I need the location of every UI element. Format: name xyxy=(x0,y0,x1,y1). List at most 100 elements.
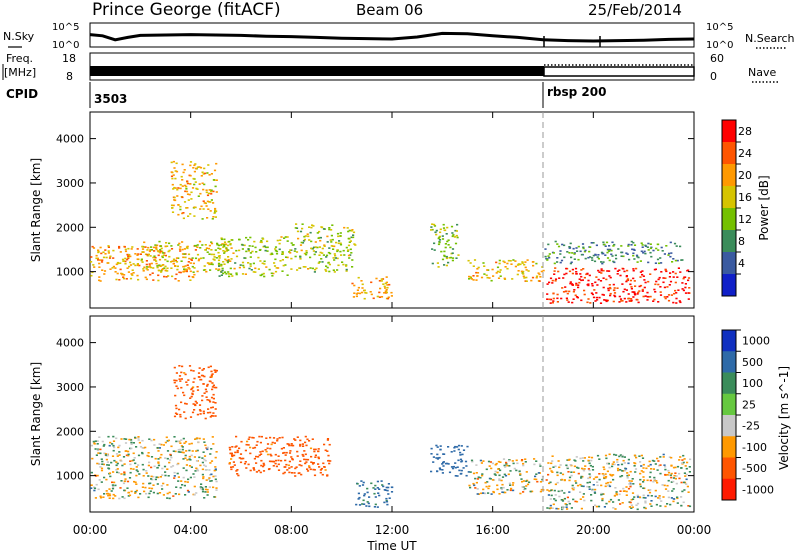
heatmap-cell xyxy=(566,467,569,470)
heatmap-cell xyxy=(266,246,269,249)
heatmap-cell xyxy=(611,465,614,468)
heatmap-cell xyxy=(266,443,270,445)
heatmap-cell xyxy=(210,199,213,201)
heatmap-cell xyxy=(140,258,143,261)
heatmap-cell xyxy=(548,298,551,301)
heatmap-cell xyxy=(199,166,203,169)
heatmap-cell xyxy=(318,254,321,256)
heatmap-cell xyxy=(491,462,494,465)
heatmap-cell xyxy=(469,486,472,489)
heatmap-cell xyxy=(286,236,289,238)
heatmap-cell xyxy=(390,491,394,493)
heatmap-cell xyxy=(625,289,628,291)
heatmap-cell xyxy=(246,440,249,443)
heatmap-cell xyxy=(328,227,331,229)
heatmap-cell xyxy=(586,485,589,488)
heatmap-cell xyxy=(465,474,468,477)
heatmap-cell xyxy=(193,170,196,173)
heatmap-cell xyxy=(195,402,198,404)
heatmap-cell xyxy=(479,476,482,479)
colorbar-tick-label: 12 xyxy=(738,213,752,226)
heatmap-cell xyxy=(212,190,215,193)
heatmap-cell xyxy=(569,242,572,245)
heatmap-cell xyxy=(580,507,583,510)
heatmap-cell xyxy=(142,468,145,471)
heatmap-cell xyxy=(347,254,351,257)
heatmap-cell xyxy=(269,253,272,256)
heatmap-cell xyxy=(184,457,187,459)
heatmap-cell xyxy=(591,488,594,491)
heatmap-cell xyxy=(609,481,612,484)
heatmap-cell xyxy=(219,248,222,250)
heatmap-cell xyxy=(125,454,128,457)
heatmap-cell xyxy=(360,480,363,482)
heatmap-cell xyxy=(99,259,102,261)
heatmap-cell xyxy=(168,497,171,500)
heatmap-cell xyxy=(433,242,436,245)
heatmap-cell xyxy=(549,481,552,484)
heatmap-cell xyxy=(491,268,494,271)
heatmap-cell xyxy=(494,470,497,473)
heatmap-cell xyxy=(166,245,169,247)
heatmap-cell xyxy=(607,484,610,487)
y-tick-label: 3000 xyxy=(56,381,84,394)
heatmap-cell xyxy=(158,447,161,449)
heatmap-cell xyxy=(454,242,458,245)
heatmap-cell xyxy=(124,262,127,265)
heatmap-cell xyxy=(305,444,308,447)
heatmap-cell xyxy=(456,446,459,448)
heatmap-cell xyxy=(657,497,660,499)
heatmap-cell xyxy=(639,276,642,278)
heatmap-cell xyxy=(168,461,171,464)
heatmap-cell xyxy=(179,246,182,248)
heatmap-cell xyxy=(281,251,284,253)
heatmap-cell xyxy=(149,255,152,257)
heatmap-cell xyxy=(591,469,595,471)
heatmap-cell xyxy=(235,470,238,472)
heatmap-cell xyxy=(324,449,327,452)
heatmap-cell xyxy=(593,260,597,263)
heatmap-cell xyxy=(217,259,221,262)
heatmap-cell xyxy=(258,249,261,251)
heatmap-cell xyxy=(212,393,215,396)
heatmap-cell xyxy=(175,385,178,387)
heatmap-cell xyxy=(524,461,527,463)
heatmap-cell xyxy=(639,472,642,475)
heatmap-cell xyxy=(157,458,160,460)
heatmap-cell xyxy=(220,237,223,239)
heatmap-cell xyxy=(173,415,177,418)
heatmap-cell xyxy=(225,273,228,275)
colorbar-swatch xyxy=(722,186,736,209)
heatmap-cell xyxy=(208,189,211,191)
heatmap-cell xyxy=(572,298,575,300)
heatmap-cell xyxy=(317,237,320,239)
heatmap-cell xyxy=(605,241,609,244)
heatmap-cell xyxy=(220,263,223,266)
heatmap-cell xyxy=(178,271,181,274)
heatmap-cell xyxy=(140,259,143,262)
heatmap-cell xyxy=(607,462,610,465)
heatmap-cell xyxy=(618,455,621,458)
heatmap-cell xyxy=(185,403,188,405)
heatmap-cell xyxy=(437,457,440,459)
heatmap-cell xyxy=(600,261,603,263)
heatmap-cell xyxy=(269,447,272,450)
heatmap-cell xyxy=(201,473,204,476)
heatmap-cell xyxy=(284,459,287,462)
heatmap-cell xyxy=(433,249,436,251)
heatmap-cell xyxy=(475,271,478,274)
heatmap-cell xyxy=(302,445,305,447)
heatmap-cell xyxy=(259,274,262,277)
heatmap-cell xyxy=(238,457,241,459)
cpid-row: CPID 3503 rbsp 200 xyxy=(6,82,606,108)
heatmap-cell xyxy=(282,452,285,454)
heatmap-cell xyxy=(452,465,455,468)
heatmap-cell xyxy=(213,256,216,258)
heatmap-cell xyxy=(208,253,211,255)
heatmap-cell xyxy=(170,175,174,178)
heatmap-cell xyxy=(125,278,128,280)
heatmap-cell xyxy=(148,438,151,440)
heatmap-cell xyxy=(470,459,474,462)
heatmap-cell xyxy=(194,403,197,406)
heatmap-cell xyxy=(96,440,99,442)
